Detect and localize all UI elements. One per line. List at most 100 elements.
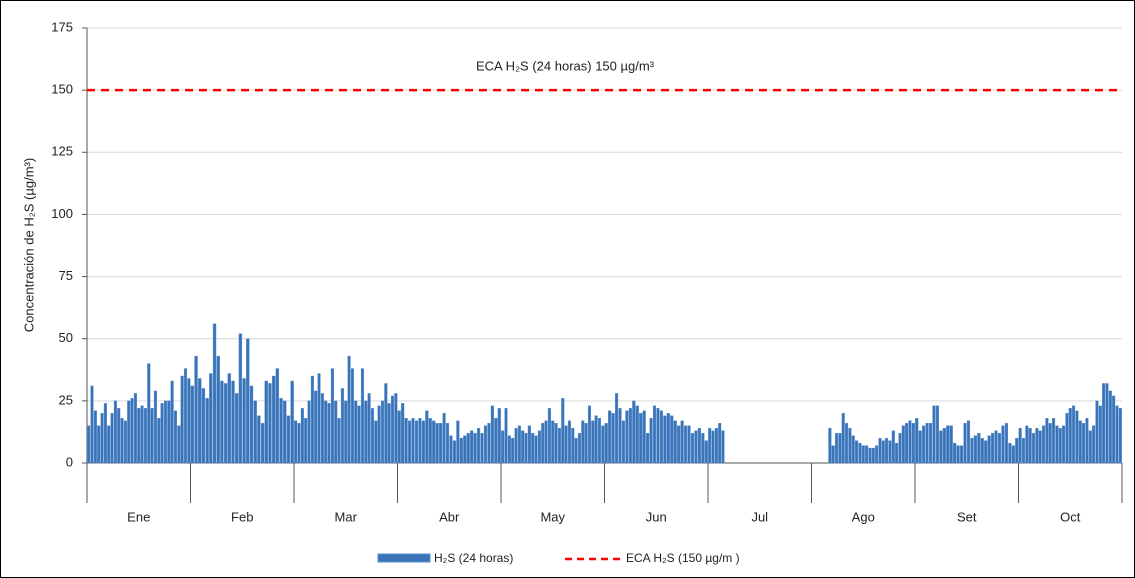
bar bbox=[147, 363, 151, 464]
bar bbox=[133, 393, 137, 464]
bar bbox=[898, 432, 902, 464]
y-axis-label: Concentración de H₂S (µg/m³) bbox=[21, 158, 36, 332]
bar bbox=[711, 430, 715, 464]
bar bbox=[190, 385, 195, 464]
bar bbox=[659, 410, 664, 464]
bar bbox=[690, 432, 695, 464]
bar bbox=[652, 405, 657, 464]
bar bbox=[708, 428, 712, 464]
bar bbox=[370, 408, 374, 464]
bar bbox=[198, 378, 202, 464]
bar bbox=[557, 428, 561, 464]
bar bbox=[1078, 420, 1082, 464]
bar bbox=[878, 437, 882, 464]
bar bbox=[718, 423, 722, 464]
bar bbox=[918, 430, 922, 464]
bar bbox=[597, 418, 602, 464]
bar bbox=[216, 355, 220, 464]
bar bbox=[649, 418, 653, 464]
bar bbox=[103, 403, 107, 464]
bar bbox=[1098, 405, 1102, 464]
bar bbox=[534, 435, 538, 464]
bar bbox=[367, 393, 371, 464]
bar bbox=[187, 378, 191, 464]
bar bbox=[87, 425, 91, 464]
bar bbox=[625, 410, 629, 464]
legend-label: ECA H₂S (150 µg/m ) bbox=[626, 551, 740, 565]
bar bbox=[90, 385, 94, 464]
bar bbox=[868, 447, 872, 464]
bar bbox=[1085, 418, 1089, 464]
bar bbox=[1018, 428, 1022, 464]
bar bbox=[1045, 418, 1049, 464]
bar bbox=[901, 425, 905, 464]
bar bbox=[449, 435, 453, 464]
bar bbox=[1095, 400, 1099, 464]
bar bbox=[397, 410, 401, 464]
bar bbox=[445, 423, 450, 464]
bar bbox=[160, 403, 164, 464]
bar bbox=[470, 430, 474, 464]
bar bbox=[594, 415, 598, 464]
bar bbox=[231, 380, 235, 464]
bar bbox=[677, 425, 681, 464]
bar bbox=[1015, 437, 1019, 464]
bar bbox=[411, 418, 415, 464]
bar bbox=[246, 338, 250, 464]
bar bbox=[414, 420, 419, 464]
bar bbox=[377, 405, 381, 464]
bar bbox=[223, 383, 228, 464]
bar bbox=[673, 420, 677, 464]
bar bbox=[666, 413, 670, 464]
x-tick-label: Jul bbox=[751, 509, 768, 524]
bar bbox=[841, 413, 845, 464]
bar bbox=[642, 410, 646, 464]
bar bbox=[632, 400, 636, 464]
bar bbox=[584, 423, 588, 464]
bar bbox=[527, 425, 531, 464]
bar bbox=[404, 418, 408, 464]
bar bbox=[925, 423, 929, 464]
bar bbox=[330, 368, 334, 464]
bar bbox=[1082, 423, 1086, 464]
bar bbox=[107, 425, 111, 464]
bar bbox=[701, 432, 705, 464]
bar bbox=[835, 432, 839, 464]
bar bbox=[209, 373, 213, 464]
bar bbox=[721, 430, 725, 464]
bar bbox=[140, 405, 144, 464]
bar bbox=[150, 408, 154, 464]
bar bbox=[680, 420, 684, 464]
bar bbox=[885, 437, 889, 464]
bar bbox=[949, 425, 953, 464]
bar bbox=[838, 432, 842, 464]
bar bbox=[456, 420, 460, 464]
y-tick-label: 75 bbox=[59, 268, 73, 283]
bar bbox=[604, 423, 608, 464]
bar bbox=[432, 420, 436, 464]
bar bbox=[390, 395, 395, 464]
bar bbox=[357, 405, 361, 464]
bar bbox=[963, 423, 967, 464]
y-tick-label: 25 bbox=[59, 392, 73, 407]
bar bbox=[384, 383, 388, 464]
bar bbox=[1011, 445, 1015, 464]
bar bbox=[497, 408, 501, 464]
bar bbox=[300, 408, 304, 464]
bar bbox=[212, 323, 217, 464]
bar bbox=[714, 428, 718, 464]
bar bbox=[888, 440, 892, 464]
bar bbox=[317, 373, 321, 464]
bar bbox=[1042, 425, 1046, 464]
bar bbox=[905, 423, 909, 464]
bar bbox=[851, 435, 855, 464]
bar bbox=[1058, 428, 1062, 464]
bar bbox=[611, 413, 615, 464]
bar bbox=[973, 435, 977, 464]
x-tick-label: Feb bbox=[231, 509, 253, 524]
bar bbox=[452, 440, 457, 464]
bar bbox=[264, 380, 268, 464]
bar bbox=[987, 435, 991, 464]
bar bbox=[1075, 410, 1079, 464]
bar bbox=[100, 413, 104, 464]
